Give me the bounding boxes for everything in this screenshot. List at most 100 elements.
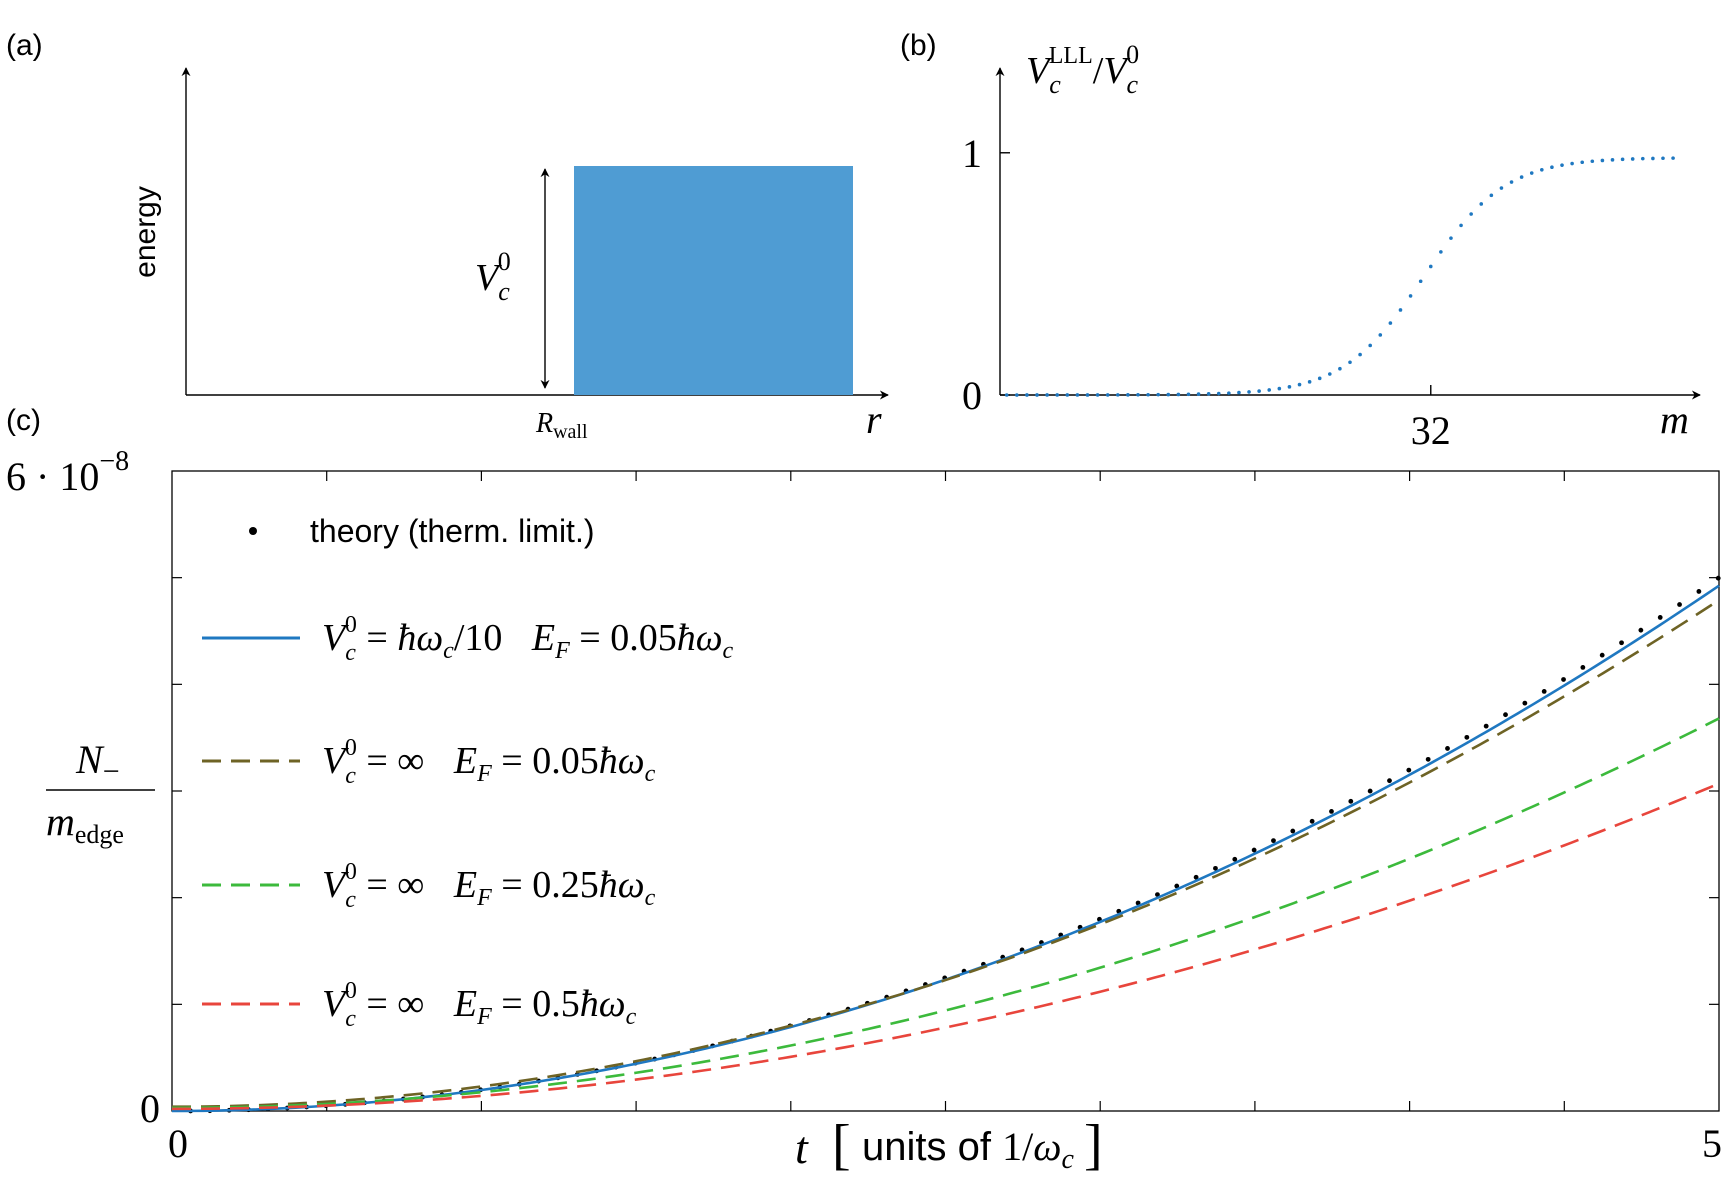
panel-b-point	[1015, 393, 1019, 397]
panel-b-point	[1216, 391, 1221, 396]
panel-b-point	[1146, 392, 1150, 397]
panel-b-point	[1075, 393, 1080, 397]
ylabel-denominator: medge	[46, 799, 124, 849]
panel-b-point	[1105, 393, 1110, 397]
legend-label-series-4: Vc0 = ∞ EF = 0.5ħωc	[322, 978, 637, 1032]
theory-point	[1155, 892, 1160, 897]
series-line-2	[171, 598, 1720, 1109]
panel-c: (c) 0 5 0 6 · 10−8 N− medge t [ units of…	[6, 404, 1722, 1176]
legend-swatch-theory	[249, 527, 257, 535]
theory-point	[1715, 575, 1721, 581]
theory-point	[1213, 865, 1218, 871]
panel-b-point	[1540, 168, 1544, 172]
panel-c-ticks	[172, 471, 1719, 1111]
panel-b-point	[1166, 392, 1171, 397]
panel-b-point	[1408, 294, 1413, 298]
panel-b-point	[1630, 157, 1635, 161]
panel-b-xtick-label-0: 32	[1411, 408, 1451, 453]
panel-b-point	[1055, 393, 1060, 397]
panel-c-label: (c)	[6, 404, 41, 437]
panel-b-point	[1439, 250, 1443, 254]
ylabel-numerator: N−	[75, 737, 120, 788]
theory-point	[1638, 627, 1644, 633]
theory-point	[1329, 808, 1334, 814]
theory-point	[1290, 828, 1296, 834]
theory-point	[1561, 677, 1566, 682]
panel-b-point	[1136, 393, 1140, 397]
panel-b-point	[1156, 392, 1160, 397]
theory-point	[1464, 734, 1470, 740]
series-line-1	[171, 584, 1720, 1113]
theory-point	[1387, 778, 1392, 784]
panel-b-ticks: 0 1 32	[962, 131, 1451, 453]
panel-b-point	[1115, 393, 1120, 397]
panel-b-point	[1368, 343, 1372, 348]
panel-a-xlabel: r	[866, 397, 882, 442]
panel-b-point	[1620, 157, 1625, 162]
theory-point	[1406, 767, 1412, 773]
panel-b-ytick-label-0: 0	[962, 373, 982, 418]
panel-b-point	[1651, 156, 1655, 161]
panel-b-point	[1307, 380, 1312, 384]
panel-b-point	[1065, 393, 1070, 397]
panel-b: (b) VcLLL/Vc0 m 0 1 32	[900, 29, 1701, 453]
panel-b-point	[1590, 159, 1595, 164]
panel-b-point	[1267, 388, 1272, 392]
series-line-4	[171, 782, 1720, 1111]
panel-b-point	[1499, 186, 1504, 190]
panel-b-point	[1035, 393, 1039, 397]
panel-b-point	[1085, 393, 1090, 397]
panel-b-label: (b)	[900, 29, 937, 62]
legend-label-series-1: Vc0 = ħωc/10 EF = 0.05ħωc	[322, 612, 734, 666]
theory-point	[1425, 756, 1431, 762]
panel-b-point	[1257, 389, 1261, 393]
panel-b-ylabel: VcLLL/Vc0	[1026, 40, 1139, 99]
panel-b-point	[1348, 360, 1352, 365]
theory-point	[1522, 700, 1528, 706]
theory-point	[1251, 847, 1257, 853]
panel-c-ylabel: N− medge	[46, 737, 155, 849]
theory-point	[1309, 818, 1315, 824]
panel-b-point	[1126, 393, 1130, 397]
panel-b-point	[1297, 382, 1302, 387]
panel-a-ylabel: energy	[129, 186, 162, 278]
panel-b-point	[1095, 393, 1100, 397]
panel-b-point	[1378, 333, 1383, 337]
panel-c-xlabel-unit: units of 1/ωc	[862, 1124, 1074, 1175]
panel-b-point	[1328, 372, 1332, 376]
panel-b-point	[1186, 392, 1191, 397]
panel-b-point	[1449, 236, 1453, 240]
panel-b-point	[1206, 392, 1211, 396]
panel-b-point	[1671, 156, 1675, 160]
panel-c-xlabel-t: t	[795, 1122, 809, 1173]
panel-b-point	[1045, 393, 1049, 397]
y-tick-label-0: 0	[140, 1086, 160, 1131]
theory-point	[1503, 712, 1508, 718]
panel-b-point	[1469, 212, 1473, 216]
legend-item-series-2: Vc0 = ∞ EF = 0.05ħωc	[202, 735, 656, 789]
legend-label-theory: theory (therm. limit.)	[310, 513, 594, 549]
legend: theory (therm. limit.) Vc0 = ħωc/10 EF =…	[202, 513, 734, 1032]
panel-b-point	[1277, 386, 1282, 391]
panel-b-point	[1398, 308, 1403, 312]
panel-b-point	[1570, 161, 1574, 166]
panel-b-point	[1580, 160, 1585, 165]
panel-b-point	[1388, 321, 1393, 325]
panel-b-point	[1459, 223, 1463, 228]
panel-b-point	[1600, 158, 1605, 163]
xlabel-bracket-close: ]	[1084, 1114, 1103, 1176]
theory-point	[1677, 602, 1682, 607]
panel-b-point	[1550, 165, 1554, 170]
panel-b-point	[1358, 352, 1362, 357]
legend-item-series-1: Vc0 = ħωc/10 EF = 0.05ħωc	[202, 612, 734, 666]
r-wall-label: Rwall	[535, 408, 588, 443]
theory-point	[1619, 640, 1624, 646]
panel-b-profile	[1004, 156, 1675, 397]
panel-b-point	[1519, 175, 1524, 179]
panel-b-point	[1237, 390, 1241, 395]
panel-b-point	[1196, 392, 1201, 396]
xlabel-bracket-open: [	[832, 1114, 851, 1176]
panel-b-point	[1287, 385, 1292, 389]
panel-b-point	[1004, 393, 1009, 397]
